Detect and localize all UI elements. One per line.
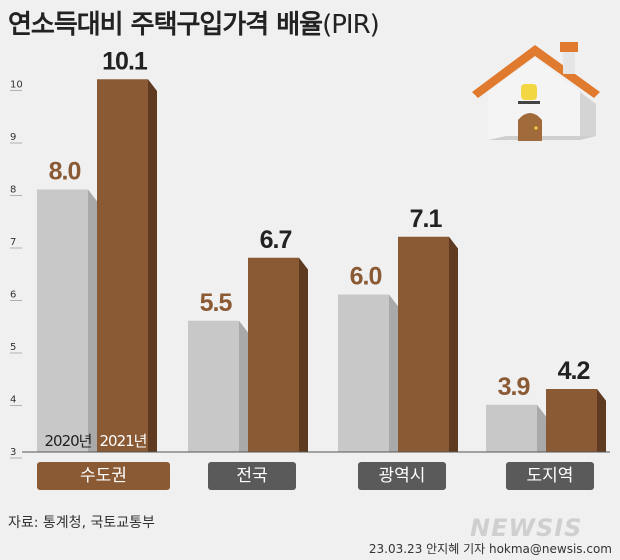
bar-2020년-수도권 [37, 189, 88, 452]
bar-side [597, 389, 606, 452]
bar-side [239, 320, 248, 452]
bar-2020년-전국 [188, 320, 239, 452]
legend-2021년: 2021년 [100, 432, 147, 450]
bar-2021년-도지역 [546, 389, 597, 452]
data-label: 10.1 [102, 47, 148, 75]
bar-side [148, 79, 157, 452]
data-label: 6.7 [260, 226, 292, 254]
bar-2020년-광역시 [338, 294, 389, 452]
bars: 8.0 10.1 5.5 6.7 6.0 7.1 3.9 4.2 2020년 2021년 [22, 47, 610, 453]
y-tick-label: 5 [10, 342, 16, 353]
data-label: 5.5 [200, 289, 233, 317]
bar-2020년-도지역 [486, 404, 537, 452]
bar-side [449, 236, 458, 452]
y-tick-label: 6 [10, 290, 16, 301]
data-label: 3.9 [498, 373, 530, 401]
y-axis: 3 4 5 6 7 8 9 10 [10, 80, 23, 459]
category-label-도지역: 도지역 [506, 462, 594, 490]
y-tick-label: 10 [10, 80, 23, 91]
data-label: 4.2 [558, 357, 590, 385]
data-label: 6.0 [350, 263, 382, 291]
y-tick-label: 9 [10, 132, 16, 143]
bar-side [389, 294, 398, 452]
category-label-수도권: 수도권 [37, 462, 170, 490]
category-label-광역시: 광역시 [358, 462, 446, 490]
bar-2021년-전국 [248, 257, 299, 452]
house-icon [472, 42, 600, 141]
bar-side [299, 257, 308, 452]
y-tick-label: 3 [10, 447, 16, 458]
data-label: 8.0 [49, 158, 81, 186]
bar-2021년-광역시 [398, 236, 449, 452]
category-label-전국: 전국 [208, 462, 296, 490]
newsis-logo: NEWSIS [470, 514, 583, 542]
data-label: 7.1 [410, 205, 443, 233]
y-tick-label: 4 [10, 395, 16, 406]
title-main: 연소득대비 주택구입가격 배율 [8, 10, 323, 40]
credit-line: 23.03.23 안지혜 기자 hokma@newsis.com [368, 542, 612, 556]
title-sub: (PIR) [322, 10, 380, 40]
bar-side [88, 189, 97, 452]
y-tick-label: 8 [10, 185, 16, 196]
bar-2021년-수도권 [97, 79, 148, 452]
bar-side [537, 404, 546, 452]
legend-2020년: 2020년 [45, 432, 92, 450]
chart-title: 연소득대비 주택구입가격 배율(PIR) [8, 4, 380, 41]
y-tick-label: 7 [10, 237, 16, 248]
source-note: 자료: 통계청, 국토교통부 [8, 515, 155, 531]
